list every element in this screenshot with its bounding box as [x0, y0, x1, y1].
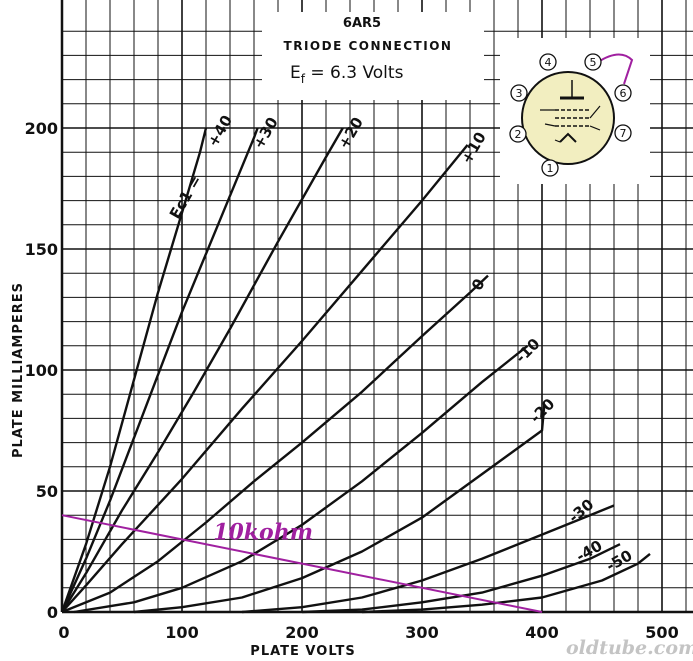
pin-5-circle [584, 53, 602, 71]
x-tick-label: 500 [645, 623, 678, 642]
curve-ec1-0 [61, 274, 489, 614]
x-tick-label: 400 [525, 623, 558, 642]
y-tick-label: 50 [36, 482, 58, 501]
pin-3-number: 3 [516, 87, 523, 100]
curve-ec1-plus30 [60, 127, 259, 613]
x-tick-label: 0 [58, 623, 69, 642]
ef-symbol: E [290, 63, 301, 83]
y-tick-label: 200 [25, 119, 58, 138]
curve-label: +40 [204, 112, 236, 150]
pin-4-number: 4 [545, 56, 552, 69]
ef-value: = 6.3 Volts [305, 63, 404, 83]
pin-2-number: 2 [515, 128, 522, 141]
curve-ec1-minus30 [241, 504, 615, 614]
curve-ec1-plus10 [61, 144, 469, 613]
x-tick-label: 200 [285, 623, 318, 642]
internal-leads [540, 105, 601, 143]
filament-voltage-label: Ef = 6.3 Volts [290, 63, 404, 86]
pin-2-circle [509, 125, 527, 143]
pin-1-number: 1 [547, 162, 554, 175]
y-tick-labels: 0 50 100 150 200 [25, 119, 58, 622]
curve-ec1-minus50 [361, 552, 651, 614]
pin-jumper [597, 53, 634, 85]
pin-7-circle [614, 124, 632, 142]
curve-ec1-minus10 [73, 344, 529, 614]
load-line-label: 10kohm [213, 519, 313, 545]
y-tick-label: 150 [25, 240, 58, 259]
pin-3-circle [510, 84, 528, 102]
y-tick-label: 100 [25, 361, 58, 380]
curve-ec1-minus40 [301, 543, 621, 614]
pin-1-circle [541, 159, 559, 177]
x-tick-label: 300 [405, 623, 438, 642]
curve-label: -10 [512, 335, 544, 367]
pin-5-number: 5 [590, 56, 597, 69]
tube-basing-diagram: 1 2 3 4 5 6 7 [500, 38, 650, 184]
watermark: oldtube.com [566, 637, 693, 659]
load-line-group: 10kohm [61, 514, 543, 613]
curve-label: -30 [565, 495, 597, 526]
basing-pins: 1 2 3 4 5 6 7 [509, 53, 632, 177]
pin-7-number: 7 [620, 127, 627, 140]
curve-ec1-plus40 [60, 127, 208, 613]
x-tick-labels: 0 100 200 300 400 500 [58, 623, 678, 642]
curve-legend-prefix: Ec1 = [166, 172, 205, 222]
curve-label: +10 [457, 129, 489, 167]
curve-series-group [60, 127, 651, 614]
y-tick-label: 0 [47, 603, 58, 622]
connection-label: TRIODE CONNECTION [284, 39, 453, 53]
pin-6-number: 6 [620, 87, 627, 100]
x-axis-title: PLATE VOLTS [250, 644, 355, 659]
curve-label: -20 [527, 395, 559, 427]
load-line-10kohm [61, 514, 543, 613]
pin-6-circle [614, 84, 632, 102]
ef-subscript: f [301, 72, 306, 86]
y-axis-title: PLATE MILLIAMPERES [11, 282, 26, 458]
x-tick-label: 100 [165, 623, 198, 642]
curve-label: +20 [335, 114, 367, 152]
curve-ec1-minus20 [133, 403, 546, 614]
tube-type-title: 6AR5 [343, 16, 381, 31]
pin-4-circle [539, 53, 557, 71]
cathode [559, 132, 577, 143]
header-box [262, 12, 484, 100]
curve-label: -40 [573, 537, 605, 566]
curve-ec1-plus20 [60, 127, 344, 613]
